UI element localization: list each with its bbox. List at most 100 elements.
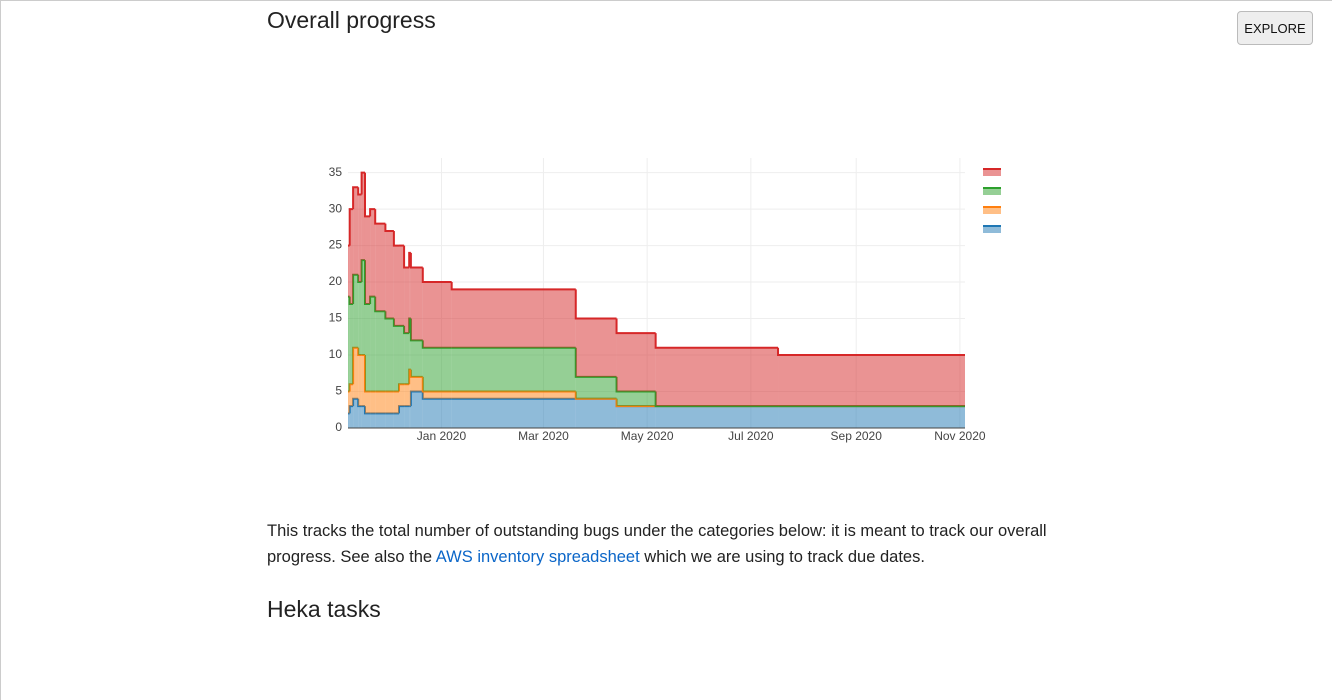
area-segment	[353, 274, 359, 348]
area-segment	[375, 391, 386, 414]
line-segment	[403, 245, 410, 269]
line-segment	[777, 347, 965, 357]
area-segment	[393, 325, 399, 392]
x-tick-label: Sep 2020	[831, 429, 883, 443]
area-segment	[409, 252, 411, 319]
area-segment	[393, 391, 399, 414]
area-segment	[358, 194, 362, 283]
area-segment	[398, 406, 405, 428]
line-segment	[615, 376, 656, 393]
area-segment	[778, 406, 965, 428]
y-tick-label: 20	[329, 274, 343, 288]
area-segment	[364, 413, 371, 428]
area-segment	[370, 209, 376, 297]
line-segment	[392, 230, 399, 247]
line-segment	[409, 252, 423, 269]
legend-swatch	[983, 168, 1001, 176]
area-segment	[385, 413, 394, 428]
area-segment	[364, 303, 371, 392]
area-segment	[370, 391, 376, 414]
y-tick-label: 30	[329, 201, 343, 215]
line-segment	[357, 187, 362, 196]
y-tick-label: 0	[335, 420, 342, 434]
x-tick-label: May 2020	[621, 429, 674, 443]
area-segment	[375, 413, 386, 428]
line-segment	[360, 171, 365, 195]
area-segment	[575, 318, 617, 377]
explore-button[interactable]: EXPLORE	[1237, 11, 1313, 45]
area-segment	[375, 223, 386, 312]
area-segment	[451, 398, 576, 428]
area-segment	[348, 391, 350, 414]
area-segment	[778, 355, 965, 407]
legend-swatch	[983, 206, 1001, 214]
line-segment	[409, 390, 423, 407]
line-segment	[352, 273, 359, 304]
line-segment	[421, 267, 452, 284]
area-segment	[422, 282, 452, 348]
line-segment	[363, 355, 371, 393]
line-segment	[374, 209, 386, 225]
area-segment	[404, 267, 410, 334]
y-tick-label: 25	[329, 238, 343, 252]
area-segment	[451, 289, 576, 348]
x-tick-label: Nov 2020	[934, 429, 986, 443]
area-segment	[410, 376, 423, 392]
line-segment	[450, 282, 576, 291]
page-title: Overall progress	[267, 7, 436, 33]
area-segment	[616, 333, 656, 392]
area-segment	[410, 267, 423, 341]
area-segment	[616, 406, 656, 428]
description: This tracks the total number of outstand…	[267, 518, 1067, 570]
area-segment	[364, 391, 371, 414]
description-text: This tracks the total number of outstand…	[267, 522, 1047, 566]
y-tick-label: 10	[329, 347, 343, 361]
area-segment	[348, 245, 350, 297]
x-tick-label: Mar 2020	[518, 429, 569, 443]
line-segment	[352, 186, 359, 210]
area-segment	[370, 413, 376, 428]
area-segment	[422, 391, 452, 399]
area-segment	[404, 384, 410, 407]
area-segment	[398, 384, 405, 407]
area-segment	[422, 347, 452, 392]
line-segment	[352, 346, 359, 385]
area-segment	[451, 391, 576, 399]
x-tick-label: Jul 2020	[728, 429, 774, 443]
area-segment	[385, 318, 394, 392]
area-segment	[404, 333, 410, 385]
line-segment	[654, 333, 779, 349]
area-segment	[398, 325, 405, 385]
line-segment	[363, 260, 371, 305]
area-segment	[404, 406, 410, 428]
area-segment	[575, 398, 617, 428]
area-segment	[358, 355, 362, 407]
section-heading: Heka tasks	[267, 596, 381, 622]
line-segment	[384, 223, 394, 232]
line-segment	[352, 397, 359, 407]
area-segment	[655, 406, 779, 428]
area-segment	[616, 391, 656, 407]
line-segment	[363, 172, 371, 218]
area-segment	[655, 347, 779, 407]
area-segment	[398, 245, 405, 326]
x-tick-label: Jan 2020	[417, 429, 467, 443]
y-tick-label: 15	[329, 311, 343, 325]
area-segment	[409, 406, 411, 428]
area-segment	[575, 376, 617, 399]
line-segment	[384, 311, 394, 320]
line-segment	[615, 318, 656, 335]
area-segment	[353, 347, 359, 399]
area-segment	[348, 296, 350, 392]
line-segment	[574, 391, 617, 400]
area-segment	[358, 406, 362, 428]
area-segment	[451, 347, 576, 392]
description-text: which we are using to track due dates.	[639, 548, 925, 566]
legend-swatch	[983, 225, 1001, 233]
line-segment	[348, 296, 354, 305]
area-segment	[410, 340, 423, 377]
spreadsheet-link[interactable]: AWS inventory spreadsheet	[435, 548, 640, 566]
area-segment	[358, 282, 362, 356]
area-segment	[385, 230, 394, 319]
